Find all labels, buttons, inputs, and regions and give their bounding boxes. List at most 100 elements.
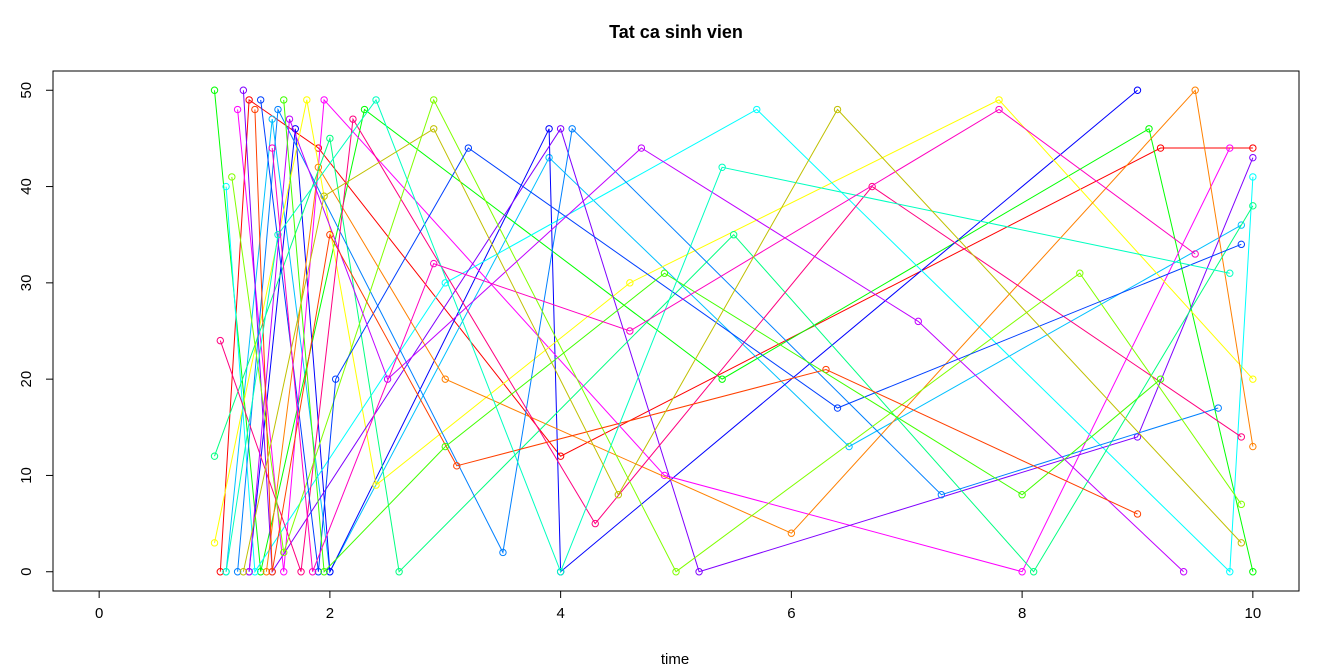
data-point	[326, 568, 334, 576]
data-point	[308, 568, 317, 576]
data-point	[268, 568, 276, 576]
data-point	[245, 96, 253, 104]
series-line	[271, 108, 1196, 572]
data-point	[280, 568, 288, 576]
data-point	[1249, 153, 1257, 162]
data-point	[383, 375, 392, 383]
data-point	[303, 96, 311, 104]
series-line	[242, 108, 1242, 572]
y-tick-label: 10	[18, 467, 35, 484]
data-point	[718, 163, 726, 171]
data-point	[1249, 442, 1257, 451]
x-tick-label: 6	[787, 605, 795, 622]
data-point	[1249, 568, 1257, 576]
data-point	[233, 568, 242, 576]
series-line	[265, 89, 1254, 572]
data-point	[833, 105, 842, 114]
data-point	[222, 182, 230, 191]
series-line	[225, 108, 1254, 574]
data-point	[1018, 568, 1026, 576]
y-axis: 0 10 20 30 40 50	[18, 82, 54, 576]
series-line	[214, 136, 1254, 573]
data-point	[1226, 568, 1234, 576]
data-point	[556, 568, 565, 576]
data-point	[1133, 510, 1142, 518]
series-line	[225, 119, 1242, 574]
data-point	[239, 86, 248, 94]
series-15	[245, 115, 1188, 576]
data-point	[430, 96, 438, 104]
data-point	[1249, 144, 1257, 152]
x-tick-label: 4	[556, 605, 564, 622]
data-point	[753, 105, 761, 114]
data-point	[268, 115, 276, 123]
data-point	[1226, 144, 1234, 152]
data-point	[660, 269, 669, 277]
data-point	[430, 125, 438, 133]
x-tick-label: 10	[1245, 605, 1262, 622]
series-line	[214, 99, 1254, 544]
data-point	[251, 568, 259, 576]
data-point	[672, 568, 680, 576]
data-point	[499, 548, 507, 557]
data-point	[320, 96, 328, 104]
x-axis: 0 2 4 6 8 10	[95, 590, 1262, 622]
series-8	[239, 86, 1257, 576]
series-9	[262, 86, 1257, 576]
data-point	[718, 375, 726, 383]
series-layer	[210, 86, 1257, 576]
data-point	[441, 442, 449, 451]
series-line	[225, 98, 1230, 574]
series-line	[214, 90, 1254, 572]
series-line	[254, 109, 1138, 572]
y-tick-label: 50	[18, 82, 35, 99]
data-point	[1237, 240, 1246, 249]
data-point	[326, 231, 334, 239]
data-point	[1156, 144, 1165, 152]
data-point	[464, 144, 473, 152]
data-point	[274, 105, 282, 114]
data-point	[274, 231, 282, 239]
data-point	[245, 568, 253, 576]
data-point	[868, 182, 876, 191]
data-point	[228, 173, 236, 181]
data-point	[591, 519, 599, 528]
data-point	[1076, 269, 1084, 277]
data-point	[787, 529, 796, 537]
data-point	[1249, 173, 1257, 181]
data-point	[729, 231, 738, 239]
data-point	[210, 539, 219, 547]
series-line	[219, 117, 1242, 572]
data-point	[1249, 202, 1257, 210]
data-point	[556, 125, 565, 133]
data-point	[239, 568, 248, 576]
data-point	[216, 336, 224, 345]
data-point	[545, 153, 553, 162]
series-14	[256, 96, 1246, 576]
data-point	[285, 115, 294, 123]
data-point	[1018, 491, 1026, 499]
data-point	[995, 105, 1003, 114]
data-point	[1237, 539, 1246, 547]
y-tick-label: 20	[18, 371, 35, 388]
data-point	[1214, 404, 1222, 412]
data-point	[441, 375, 449, 383]
series-20	[239, 105, 1246, 576]
series-line	[242, 90, 1254, 574]
data-point	[216, 568, 224, 576]
data-point	[545, 125, 553, 133]
data-point	[262, 568, 271, 576]
data-point	[349, 115, 357, 123]
data-point	[1179, 568, 1188, 576]
chart-title: Tat ca sinh vien	[609, 22, 743, 42]
data-point	[331, 375, 340, 383]
data-point	[314, 568, 323, 576]
data-point	[1237, 500, 1246, 509]
data-point	[937, 491, 946, 499]
x-tick-label: 8	[1018, 605, 1026, 622]
data-point	[1029, 568, 1038, 576]
series-12	[216, 115, 1246, 576]
data-point	[914, 317, 922, 326]
data-point	[1156, 375, 1165, 383]
data-point	[626, 327, 634, 335]
